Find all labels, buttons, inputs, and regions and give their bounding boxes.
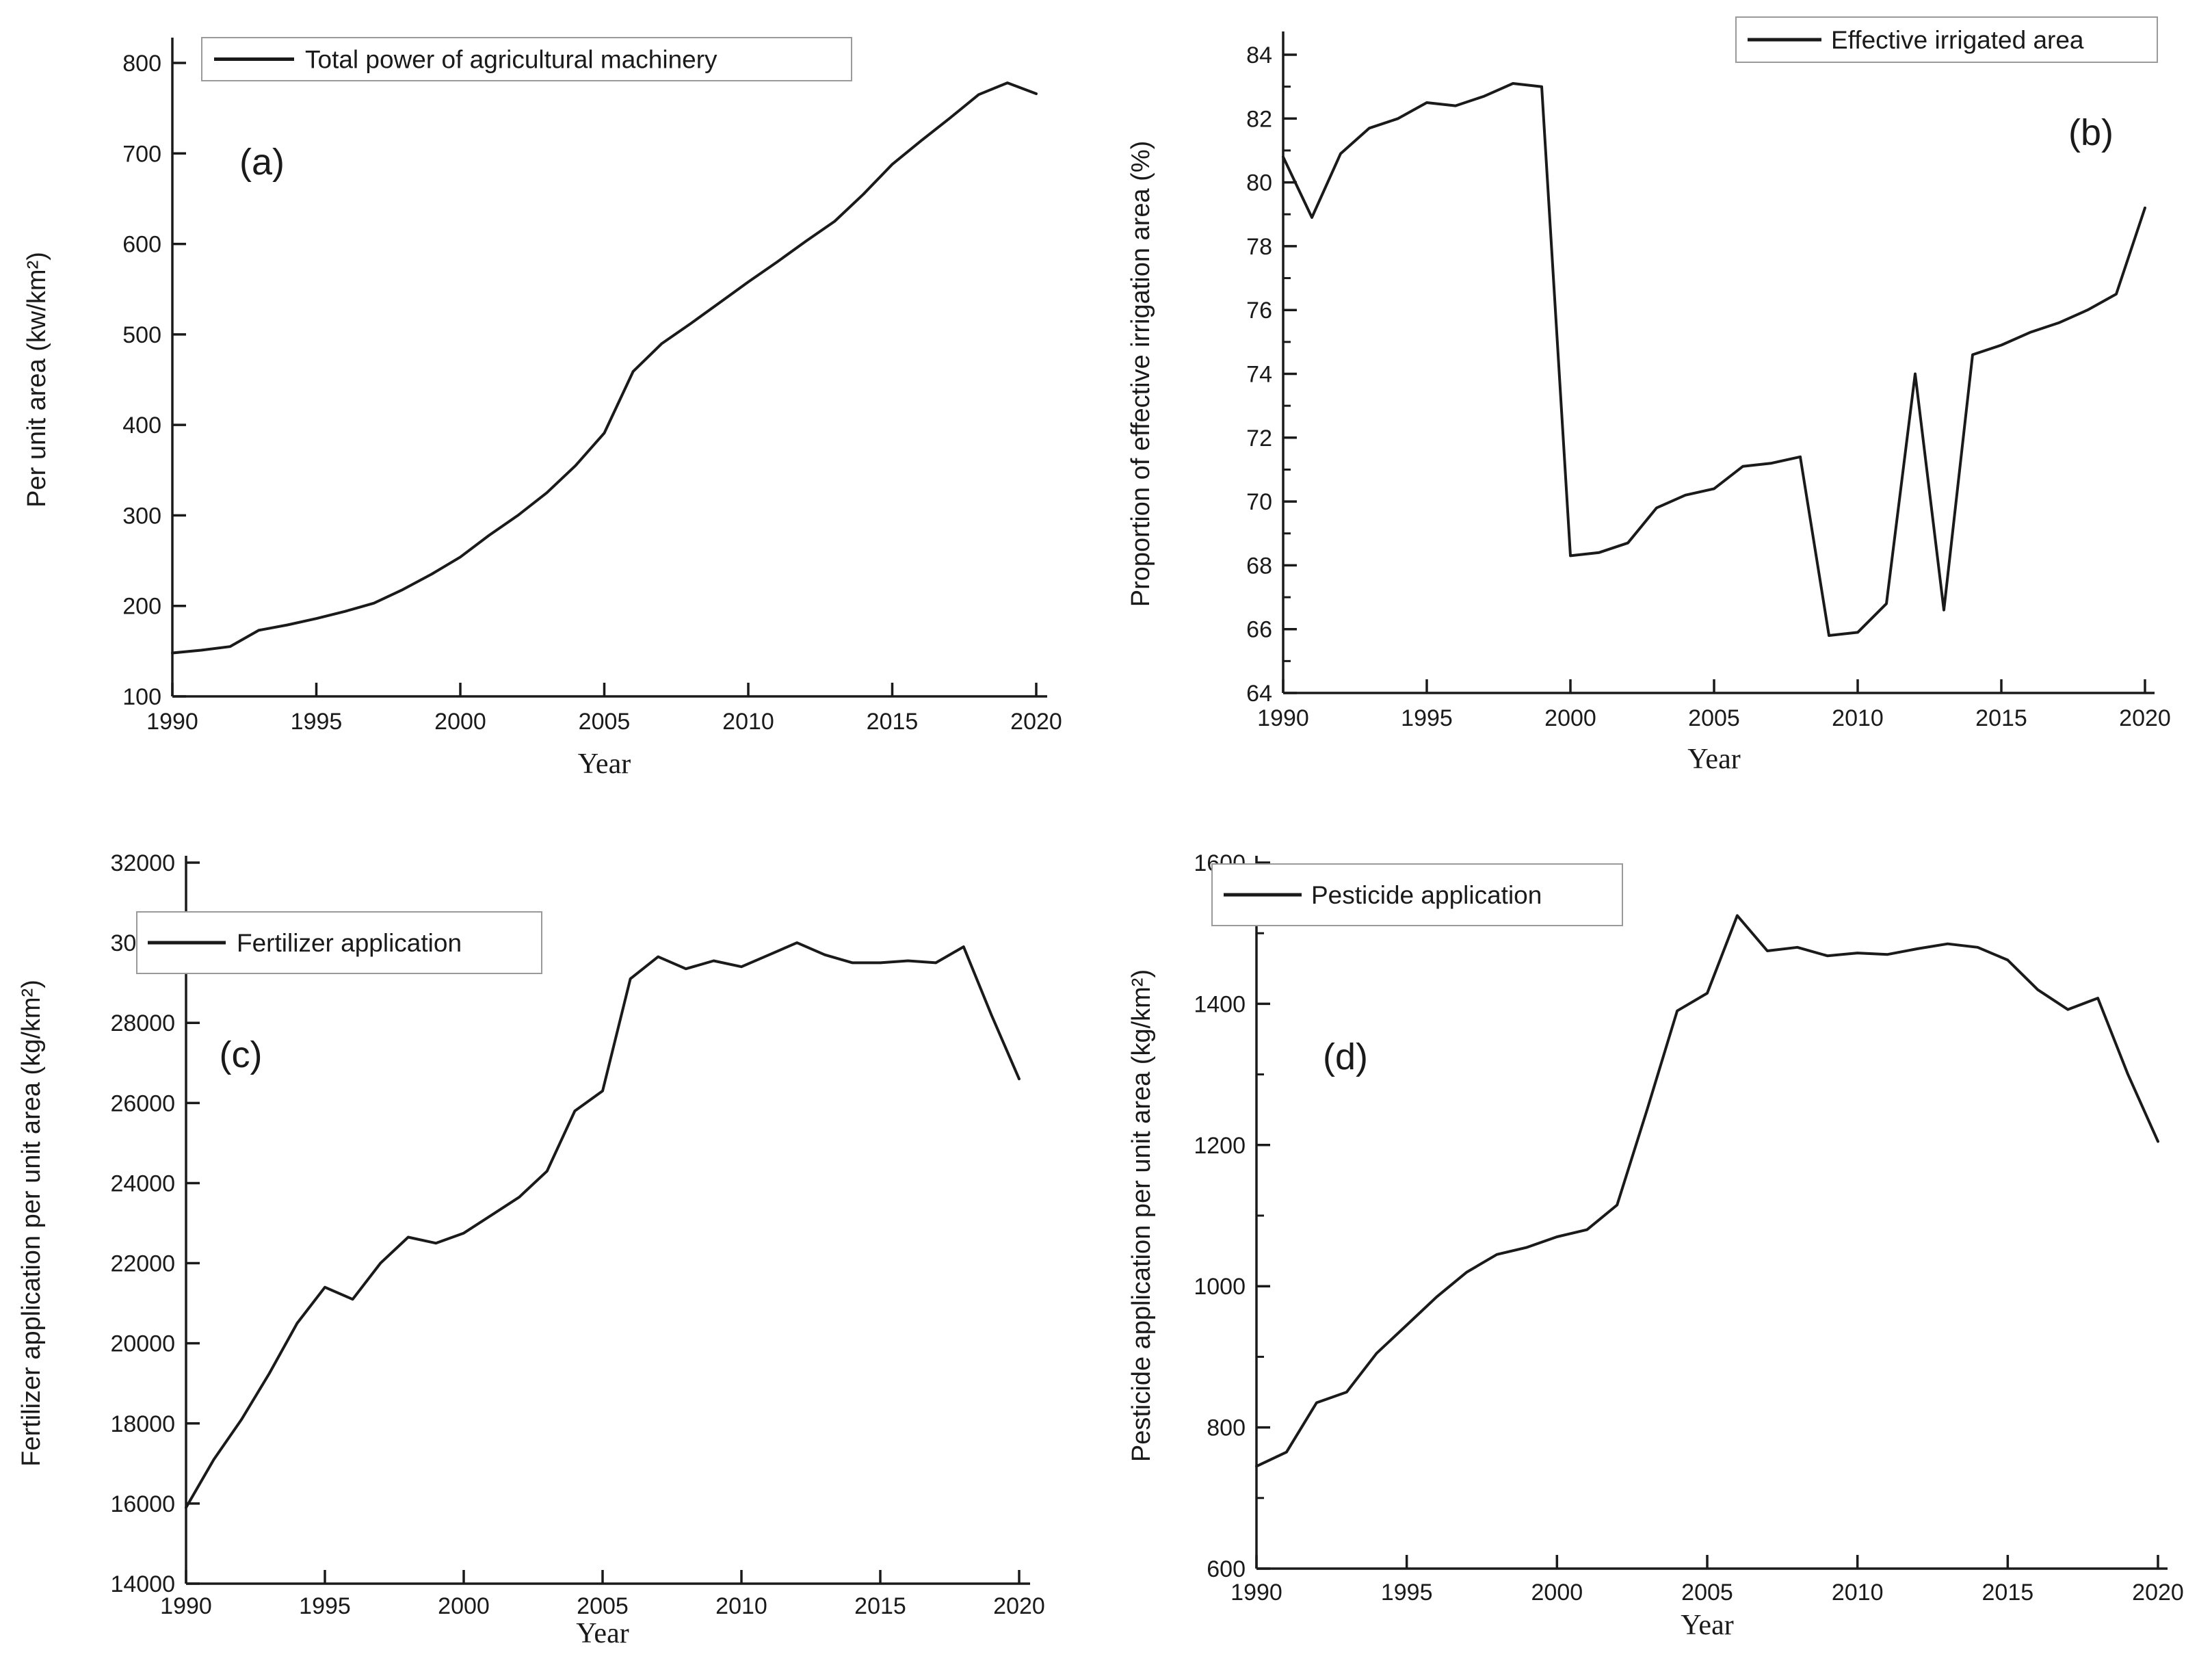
- legend: Total power of agricultural machinery: [201, 37, 852, 81]
- y-tick-label: 26000: [110, 1090, 175, 1116]
- y-tick-label: 76: [1246, 298, 1272, 324]
- y-axis-title: Proportion of effective irrigation area …: [1127, 141, 1155, 607]
- x-tick-label: 1990: [1257, 705, 1309, 731]
- y-tick-label: 20000: [110, 1331, 175, 1357]
- y-tick-label: 14000: [110, 1571, 175, 1597]
- y-tick-label: 84: [1246, 42, 1272, 68]
- x-tick-label: 2010: [715, 1593, 767, 1619]
- x-axis-title: Year: [1687, 744, 1740, 775]
- y-tick-label: 28000: [110, 1010, 175, 1036]
- legend: Effective irrigated area: [1735, 16, 2158, 63]
- x-tick-label: 2020: [2132, 1580, 2184, 1606]
- y-tick-label: 70: [1246, 489, 1272, 515]
- y-tick-label: 700: [122, 141, 161, 167]
- x-tick-label: 2000: [1531, 1580, 1583, 1606]
- legend-box: [201, 37, 852, 81]
- x-axis-title: Year: [578, 748, 631, 780]
- legend: Pesticide application: [1211, 863, 1623, 926]
- y-tick-label: 300: [122, 503, 161, 529]
- x-tick-label: 2000: [438, 1593, 490, 1619]
- panel-letter: (a): [239, 142, 285, 183]
- panel-b: 1990 1995 2000 2005 2010 2015 2020 64 66 68 70 72 74…: [1106, 0, 2212, 831]
- y-tick-label: 600: [1207, 1556, 1246, 1582]
- y-tick-label: 24000: [110, 1170, 175, 1196]
- y-tick-label: 1200: [1194, 1133, 1246, 1159]
- x-tick-label: 2015: [1975, 705, 2027, 731]
- y-tick-label: 78: [1246, 234, 1272, 260]
- panel-a: 1990 1995 2000 2005 2010 2015 2020 100 200 300 400…: [0, 0, 1106, 831]
- y-axis-title: Per unit area (kw/km²): [23, 252, 51, 508]
- x-tick-label: 1995: [291, 709, 343, 735]
- x-tick-label: 1995: [299, 1593, 351, 1619]
- x-tick-label: 1990: [160, 1593, 212, 1619]
- panel-b-chart: 1990 1995 2000 2005 2010 2015 2020 64 66 68 70 72 74…: [1127, 16, 2171, 775]
- y-tick-label: 18000: [110, 1411, 175, 1437]
- x-tick-label: 2005: [1688, 705, 1740, 731]
- y-tick-label: 800: [1207, 1415, 1246, 1441]
- x-tick-label: 2005: [579, 709, 631, 735]
- y-tick-label: 1000: [1194, 1274, 1246, 1300]
- y-tick-label: 64: [1246, 681, 1272, 707]
- x-axis-title: Year: [1681, 1610, 1733, 1641]
- panel-d: 1990 1995 2000 2005 2010 2015 2020 600 800 1000 12…: [1106, 831, 2212, 1663]
- x-tick-label: 2020: [993, 1593, 1045, 1619]
- y-tick-label: 66: [1246, 617, 1272, 643]
- x-tick-label: 2000: [434, 709, 486, 735]
- y-tick-label: 1400: [1194, 991, 1246, 1017]
- x-tick-label: 1995: [1401, 705, 1453, 731]
- panel-letter: (d): [1323, 1036, 1368, 1077]
- panel-letter: (b): [2068, 112, 2114, 153]
- y-tick-label: 80: [1246, 170, 1272, 196]
- x-tick-label: 2015: [1982, 1580, 2034, 1606]
- data-line: [1282, 82, 2146, 637]
- y-tick-label: 74: [1246, 362, 1272, 388]
- x-tick-label: 1990: [146, 709, 198, 735]
- y-tick-label: 500: [122, 322, 161, 348]
- x-tick-label: 2020: [2119, 705, 2171, 731]
- x-axis-title: Year: [576, 1618, 629, 1649]
- y-tick-label: 72: [1246, 425, 1272, 451]
- x-tick-label: 2020: [1010, 709, 1062, 735]
- legend-label: Pesticide application: [1311, 881, 1542, 909]
- y-tick-label: 68: [1246, 553, 1272, 579]
- y-tick-label: 16000: [110, 1491, 175, 1517]
- y-tick-label: 200: [122, 594, 161, 620]
- legend-label: Fertilizer application: [237, 929, 462, 957]
- panel-letter: (c): [220, 1034, 263, 1075]
- y-tick-label: 100: [122, 684, 161, 710]
- x-tick-label: 2005: [577, 1593, 629, 1619]
- y-tick-label: 32000: [110, 850, 175, 876]
- panel-c: 1990 1995 2000 2005 2010 2015 2020 14000 16000 18…: [0, 831, 1106, 1663]
- legend-label: Effective irrigated area: [1831, 26, 2084, 54]
- y-tick-label: 22000: [110, 1251, 175, 1277]
- panel-c-chart: 1990 1995 2000 2005 2010 2015 2020 14000 16000 18…: [17, 850, 1045, 1649]
- y-tick-label: 600: [122, 232, 161, 258]
- x-tick-label: 1990: [1230, 1580, 1282, 1606]
- legend-label: Total power of agricultural machinery: [305, 46, 717, 74]
- x-tick-label: 2015: [854, 1593, 906, 1619]
- data-line: [171, 81, 1038, 655]
- data-line: [185, 941, 1021, 1509]
- y-tick-label: 800: [122, 51, 161, 77]
- x-tick-label: 2000: [1544, 705, 1596, 731]
- y-tick-label: 400: [122, 413, 161, 438]
- legend: Fertilizer application: [136, 911, 542, 974]
- panel-d-chart: 1990 1995 2000 2005 2010 2015 2020 600 800 1000 12…: [1127, 850, 2184, 1641]
- x-tick-label: 1995: [1381, 1580, 1433, 1606]
- panel-a-chart: 1990 1995 2000 2005 2010 2015 2020 100 200 300 400…: [23, 37, 1062, 780]
- x-tick-label: 2010: [1832, 705, 1884, 731]
- x-tick-label: 2015: [867, 709, 919, 735]
- x-tick-label: 2010: [1832, 1580, 1884, 1606]
- x-tick-label: 2005: [1681, 1580, 1733, 1606]
- y-axis-title: Pesticide application per unit area (kg/…: [1127, 969, 1156, 1462]
- data-line: [1255, 914, 2159, 1468]
- y-axis-title: Fertilizer application per unit area (kg…: [17, 980, 46, 1467]
- y-tick-label: 82: [1246, 106, 1272, 132]
- x-tick-label: 2010: [722, 709, 774, 735]
